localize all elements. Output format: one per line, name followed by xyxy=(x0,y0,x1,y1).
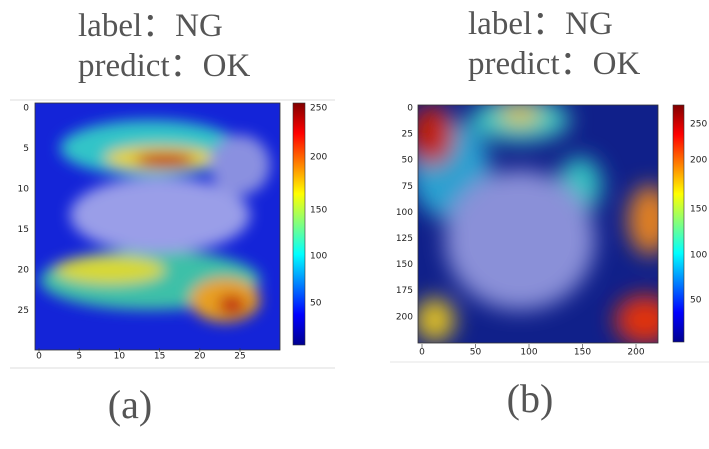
colorbar-tick-label: 150 xyxy=(310,206,327,216)
x-tick-label: 25 xyxy=(234,352,245,362)
x-tick-label: 5 xyxy=(76,352,82,362)
colorbar-tick-label: 50 xyxy=(310,299,322,309)
x-tick-label: 100 xyxy=(520,348,537,358)
colorbar-tick-label: 50 xyxy=(690,296,702,306)
y-tick-label: 5 xyxy=(23,144,29,154)
caption: (a) xyxy=(108,382,152,427)
colorbar-tick-label: 250 xyxy=(310,104,327,114)
y-tick-label: 75 xyxy=(402,182,413,192)
predict-text: predict：OK xyxy=(78,48,250,84)
x-tick-label: 50 xyxy=(470,348,482,358)
colorbar xyxy=(293,103,305,345)
y-tick-label: 200 xyxy=(396,312,413,322)
figure: label：NGpredict：OK0510152025051015202525… xyxy=(0,0,709,445)
x-tick-label: 200 xyxy=(627,348,644,358)
y-tick-label: 0 xyxy=(23,104,29,114)
label-text: label：NG xyxy=(468,6,613,42)
caption: (b) xyxy=(507,376,554,421)
y-tick-label: 25 xyxy=(402,130,413,140)
y-tick-label: 10 xyxy=(18,185,30,195)
y-tick-label: 15 xyxy=(18,225,29,235)
label-text: label：NG xyxy=(78,8,223,44)
x-tick-label: 150 xyxy=(574,348,591,358)
colorbar xyxy=(673,105,684,342)
colorbar-tick-label: 100 xyxy=(310,252,327,262)
y-tick-label: 20 xyxy=(18,266,30,276)
y-tick-label: 175 xyxy=(396,286,413,296)
heatmap-b xyxy=(410,98,675,345)
colorbar-tick-label: 100 xyxy=(690,251,707,261)
y-tick-label: 0 xyxy=(407,104,413,114)
predict-text: predict：OK xyxy=(468,46,640,82)
y-tick-label: 50 xyxy=(402,156,414,166)
x-tick-label: 20 xyxy=(194,352,206,362)
x-tick-label: 0 xyxy=(36,352,42,362)
y-tick-label: 25 xyxy=(18,306,29,316)
y-tick-label: 100 xyxy=(396,208,413,218)
colorbar-tick-label: 200 xyxy=(310,153,327,163)
heatmap-a xyxy=(35,103,280,350)
x-tick-label: 10 xyxy=(114,352,126,362)
x-tick-label: 15 xyxy=(154,352,165,362)
colorbar-tick-label: 150 xyxy=(690,205,707,215)
x-tick-label: 0 xyxy=(419,348,425,358)
colorbar-tick-label: 250 xyxy=(690,120,707,130)
colorbar-tick-label: 200 xyxy=(690,156,707,166)
y-tick-label: 125 xyxy=(396,234,413,244)
y-tick-label: 150 xyxy=(396,260,413,270)
